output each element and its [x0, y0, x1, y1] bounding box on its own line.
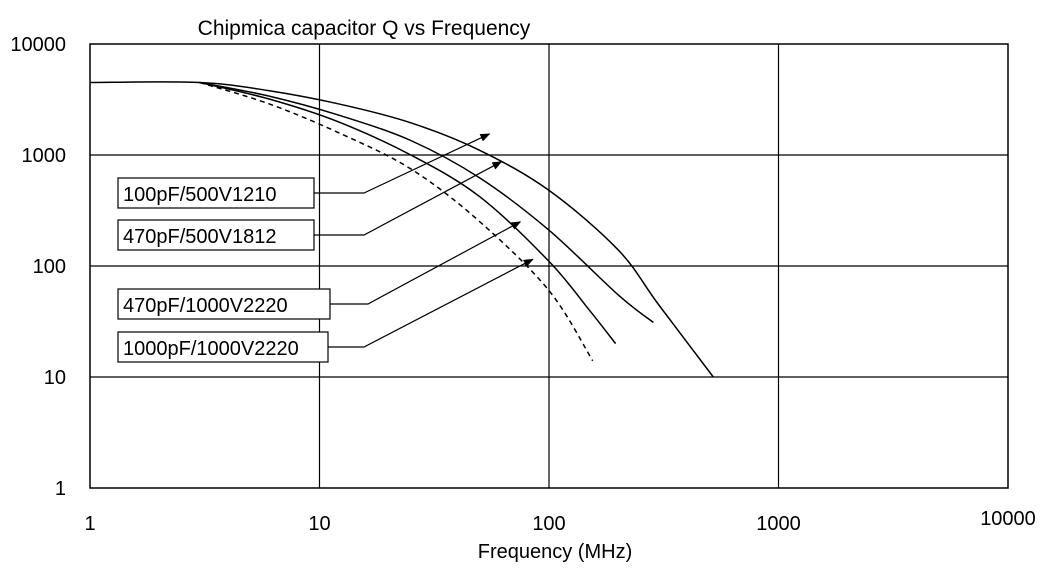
legend-arrow: [330, 221, 522, 305]
legend-annotations: 100pF/500V1210 470pF/500V1812 470pF/1000V2…: [117, 133, 534, 363]
series-line-1: [89, 81, 714, 378]
legend-label-2: 470pF/500V1812: [117, 161, 503, 251]
series-line-2: [199, 81, 654, 324]
legend-label-text: 1000pF/1000V2220: [123, 338, 299, 360]
plot-border: [89, 43, 1009, 489]
y-tick-label: 10: [44, 367, 66, 389]
y-tick-label: 100: [33, 256, 66, 278]
legend-label-1: 100pF/500V1210: [117, 133, 491, 209]
legend-label-3: 470pF/1000V2220: [117, 221, 522, 320]
x-tick-label: 100: [532, 513, 565, 535]
legend-label-4: 1000pF/1000V2220: [117, 258, 534, 363]
series-line-4: [199, 81, 594, 362]
legend-arrow: [328, 258, 534, 348]
y-tick-label: 1000: [22, 145, 67, 167]
legend-arrow: [314, 161, 503, 236]
x-tick-label: 1000: [756, 513, 801, 535]
legend-arrow: [314, 133, 491, 194]
legend-label-box: [117, 219, 315, 251]
x-tick-label: 1: [84, 513, 95, 535]
x-tick-label: 10: [308, 513, 330, 535]
legend-label-text: 100pF/500V1210: [123, 184, 276, 206]
grid: [90, 44, 1008, 488]
legend-label-text: 470pF/1000V2220: [123, 295, 288, 317]
x-tick-label: 10000: [980, 508, 1036, 530]
series-line-3: [199, 81, 617, 345]
legend-label-box: [117, 331, 329, 363]
x-tick-labels: 1 10 100 1000 10000: [84, 508, 1035, 535]
chart-title: Chipmica capacitor Q vs Frequency: [198, 17, 531, 40]
legend-label-box: [117, 177, 315, 209]
legend-label-box: [117, 288, 331, 320]
y-tick-label: 10000: [10, 34, 66, 56]
y-tick-label: 1: [55, 478, 66, 500]
x-axis-label: Frequency (MHz): [478, 541, 632, 563]
legend-label-text: 470pF/500V1812: [123, 226, 276, 248]
y-tick-labels: 1 10 100 1000 10000: [10, 34, 66, 500]
series-lines: [89, 81, 714, 378]
plot-frame: [89, 43, 1009, 489]
